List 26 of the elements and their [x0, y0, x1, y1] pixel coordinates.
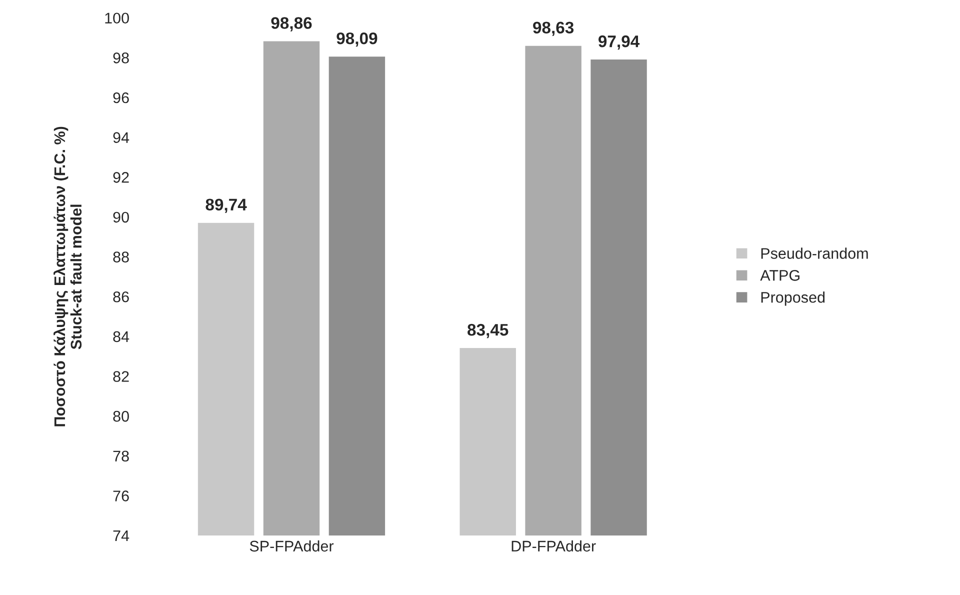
y-tick-label: 74	[113, 530, 130, 542]
y-tick-label: 84	[113, 331, 130, 342]
y-tick-label: 78	[113, 450, 129, 462]
data-label: 98,63	[533, 22, 574, 36]
y-tick-label: 96	[113, 92, 129, 104]
y-tick-label: 82	[113, 371, 129, 382]
y-tick-label: 86	[113, 291, 129, 302]
data-label: 83,45	[468, 324, 508, 338]
y-tick-label: 90	[113, 212, 129, 223]
data-label: 89,74	[206, 198, 247, 213]
data-label: 98,09	[336, 32, 378, 47]
y-axis-title: Ποσοστό Κάλυψης Ελαττωμάτων (F.C. %) Stuck-at fault model	[54, 126, 82, 426]
data-label: 97,94	[598, 35, 640, 50]
y-tick-label: 100	[105, 12, 129, 24]
y-tick-label: 80	[113, 410, 129, 422]
y-tick-label: 98	[113, 52, 129, 64]
legend-label: Pseudo-random	[761, 248, 868, 259]
legend-label: Proposed	[761, 292, 825, 306]
y-tick-label: 88	[113, 252, 129, 262]
x-tick-label: DP-FPAdder	[512, 540, 596, 552]
data-label: 98,86	[271, 17, 312, 32]
y-tick-label: 94	[113, 132, 130, 143]
y-tick-label: 76	[113, 490, 129, 502]
legend-label: ATPG	[760, 270, 800, 281]
x-tick-label: SP-FPAdder	[250, 540, 334, 552]
y-tick-label: 92	[113, 172, 129, 183]
